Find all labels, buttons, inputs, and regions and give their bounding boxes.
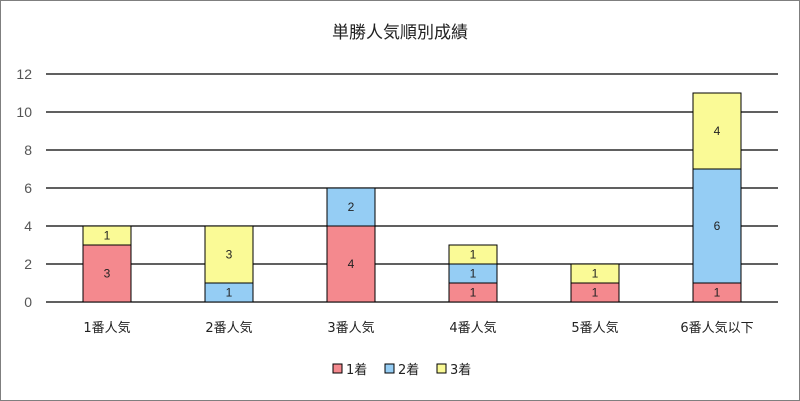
bar-segment: [82, 244, 132, 303]
bar-segment: [82, 225, 132, 246]
x-category-label: 1番人気: [83, 320, 130, 336]
data-label: 4: [348, 257, 355, 271]
data-label: 1: [592, 267, 599, 281]
y-axis-ticks: 0 2 4 6 8 10 12: [16, 66, 32, 310]
data-label: 1: [592, 286, 599, 300]
y-tick-label: 6: [24, 180, 32, 196]
legend-swatch: [332, 363, 343, 374]
y-tick-label: 8: [24, 142, 32, 158]
y-tick-label: 10: [16, 104, 32, 120]
legend-label: 2着: [398, 362, 419, 378]
data-label: 3: [226, 248, 233, 262]
data-label: 1: [470, 267, 477, 281]
chart-title: 単勝人気順別成績: [332, 23, 468, 43]
data-label: 1: [104, 229, 111, 243]
legend-label: 3着: [450, 362, 471, 378]
data-label: 3: [104, 267, 111, 281]
bar-segment: [326, 225, 376, 303]
data-label: 4: [714, 124, 721, 138]
bar-segment: [692, 168, 742, 284]
legend-swatch: [384, 363, 395, 374]
y-tick-label: 12: [16, 66, 32, 82]
x-category-label: 5番人気: [571, 320, 618, 336]
data-label: 1: [470, 286, 477, 300]
x-category-label: 6番人気以下: [680, 320, 753, 336]
x-category-label: 4番人気: [449, 320, 496, 336]
x-category-label: 2番人気: [205, 320, 252, 336]
bars: 3 1 1 3 4 2 1 1 1 1 1 1 6 4: [82, 92, 742, 303]
data-label: 1: [714, 286, 721, 300]
bar-segment: [204, 225, 254, 284]
data-label: 1: [226, 286, 233, 300]
legend-label: 1着: [346, 362, 367, 378]
x-axis-categories: 1番人気 2番人気 3番人気 4番人気 5番人気 6番人気以下: [83, 320, 753, 336]
bar-segment: [570, 263, 620, 284]
y-tick-label: 0: [24, 294, 32, 310]
bar-segment: [692, 92, 742, 170]
bar-segment: [326, 187, 376, 227]
x-category-label: 3番人気: [327, 320, 374, 336]
legend-swatch: [436, 363, 447, 374]
legend: 1着 2着 3着: [332, 362, 471, 378]
y-tick-label: 4: [24, 218, 32, 234]
data-label: 1: [470, 248, 477, 262]
gridlines: [46, 73, 778, 303]
data-label: 2: [348, 200, 355, 214]
bar-segment: [448, 244, 498, 265]
data-label: 6: [714, 219, 721, 233]
y-tick-label: 2: [24, 256, 32, 272]
